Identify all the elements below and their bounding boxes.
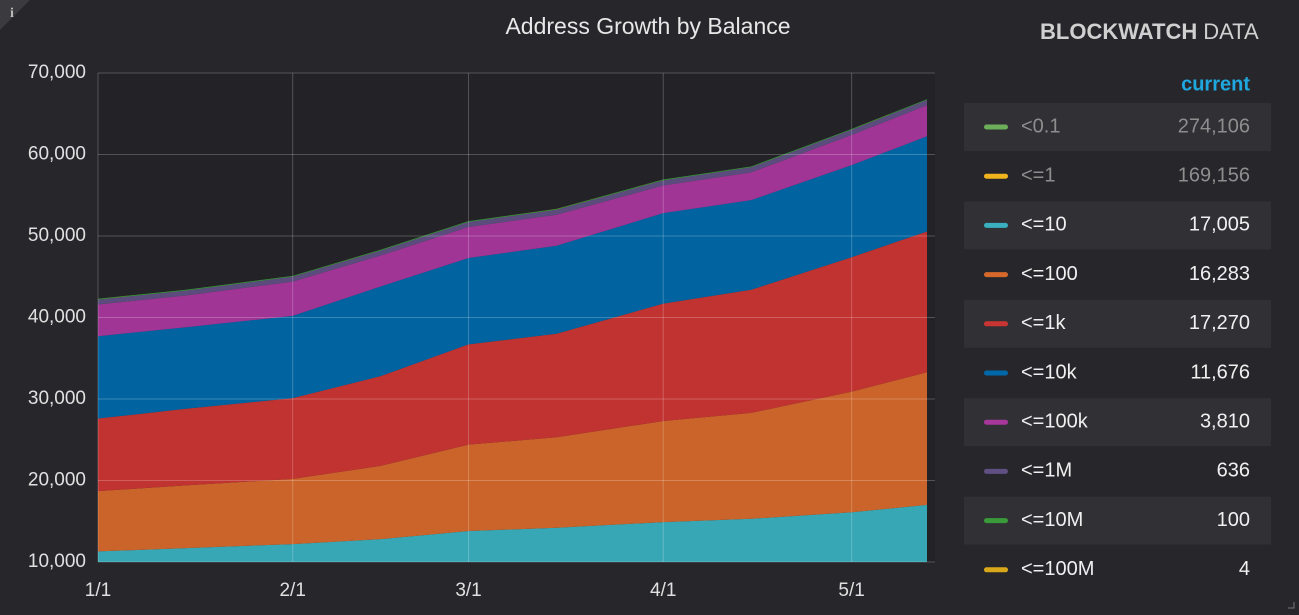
y-tick-label: 50,000 (28, 225, 86, 246)
legend-swatch (984, 468, 1008, 474)
legend-swatch (984, 518, 1008, 524)
legend-row-bg (964, 201, 1271, 250)
legend-current: 636 (1217, 460, 1250, 482)
legend-current: 4 (1239, 558, 1250, 580)
resize-corner (1288, 602, 1295, 609)
legend-swatch (984, 419, 1008, 425)
y-tick-label: 10,000 (28, 551, 86, 572)
area (98, 372, 927, 552)
chart-title: Address Growth by Balance (505, 13, 790, 39)
legend-current: 17,270 (1189, 312, 1250, 334)
legend-label: <=10 (1021, 214, 1067, 236)
legend-row-bg (964, 398, 1271, 447)
info-icon[interactable]: i (10, 6, 14, 21)
x-tick-label: 2/1 (279, 580, 305, 601)
x-tick-label: 3/1 (455, 580, 481, 601)
legend-label: <=100k (1021, 410, 1089, 432)
legend-current: 169,156 (1178, 164, 1250, 186)
legend-row-bg (964, 496, 1271, 545)
x-tick-label: 1/1 (85, 580, 111, 601)
area (98, 504, 927, 562)
legend-label: <=100 (1021, 263, 1078, 285)
brand: BLOCKWATCH DATA (1040, 19, 1259, 44)
legend-swatch (984, 370, 1008, 376)
legend-label: <=1k (1021, 312, 1066, 334)
area (98, 231, 927, 492)
brand-light: DATA (1203, 19, 1259, 44)
legend-swatch (984, 272, 1008, 278)
area (98, 136, 927, 419)
legend-current: 3,810 (1200, 410, 1250, 432)
legend-current: 11,676 (1190, 361, 1250, 383)
legend-label: <=10M (1021, 509, 1083, 531)
legend-swatch (984, 321, 1008, 327)
legend-label: <=10k (1021, 361, 1078, 383)
y-tick-label: 40,000 (28, 307, 86, 328)
legend-row-bg (964, 103, 1271, 151)
legend-current: 16,283 (1189, 263, 1250, 285)
legend-swatch (984, 124, 1008, 130)
x-tick-label: 5/1 (838, 580, 864, 601)
legend-swatch (984, 173, 1008, 179)
legend-label: <=1M (1021, 460, 1072, 482)
y-tick-label: 30,000 (28, 388, 86, 409)
y-tick-label: 20,000 (28, 470, 86, 491)
x-tick-label: 4/1 (650, 580, 676, 601)
legend-label: <=1 (1021, 164, 1055, 186)
legend-current: 274,106 (1178, 115, 1250, 137)
info-corner[interactable] (0, 0, 30, 30)
legend-swatch (984, 567, 1008, 573)
y-tick-label: 70,000 (28, 62, 86, 83)
legend-current: 100 (1217, 509, 1250, 531)
y-tick-label: 60,000 (28, 144, 86, 165)
brand-bold: BLOCKWATCH (1040, 19, 1197, 44)
legend-header: current (1181, 73, 1250, 95)
legend-swatch (984, 222, 1008, 228)
area (98, 105, 927, 337)
legend-row-bg (964, 299, 1271, 348)
legend-label: <0.1 (1021, 115, 1060, 137)
legend-label: <=100M (1021, 558, 1094, 580)
legend-current: 17,005 (1189, 214, 1250, 236)
